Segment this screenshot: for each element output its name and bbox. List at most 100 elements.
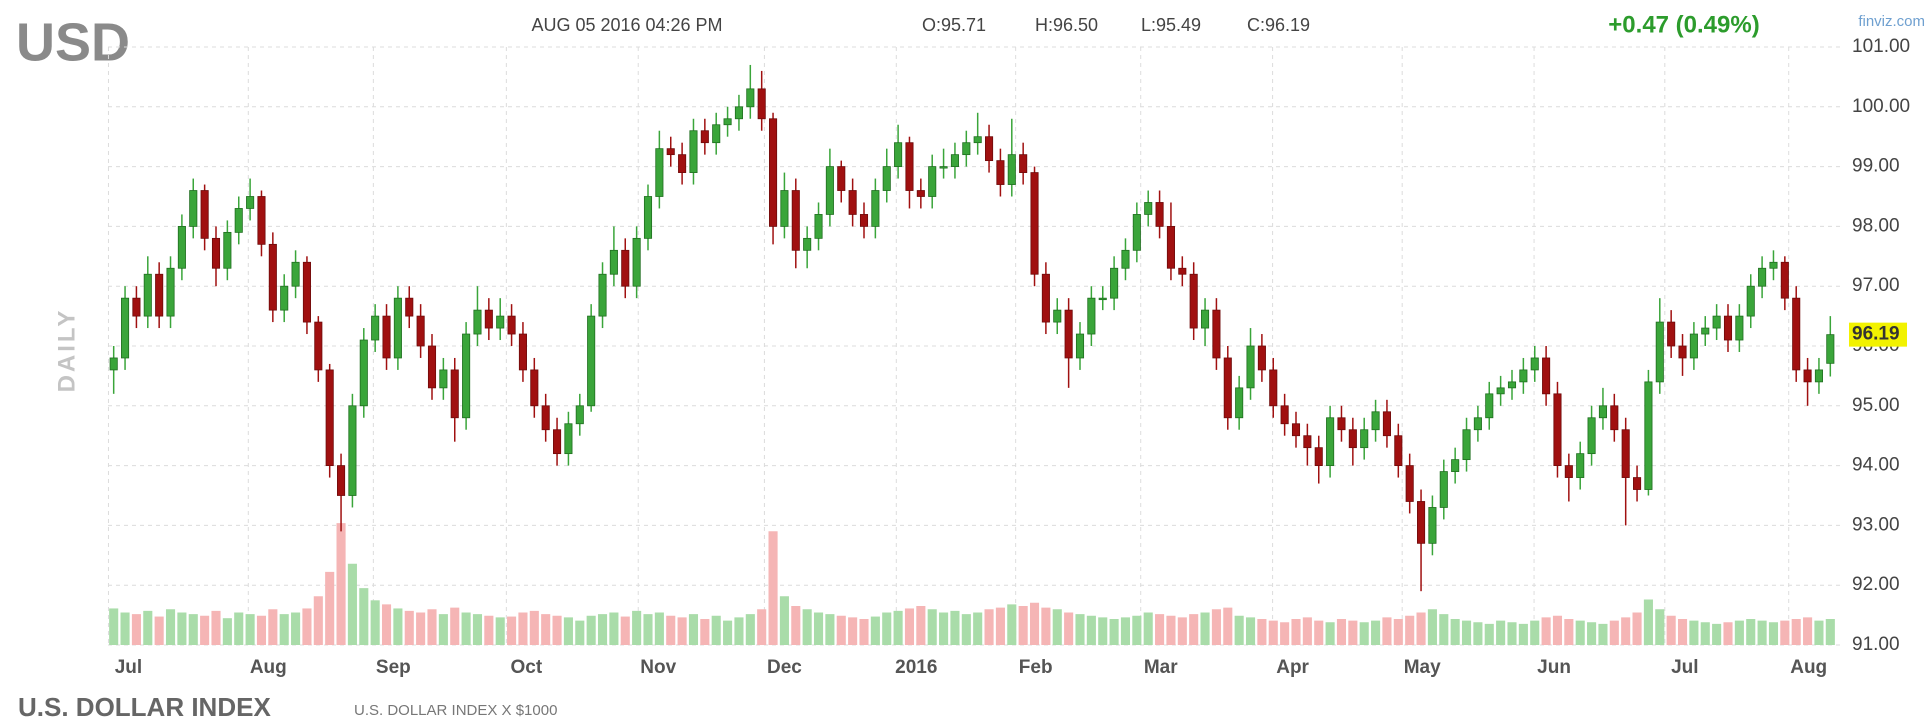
volume-bar (1371, 620, 1381, 645)
x-tick-label: Sep (376, 657, 411, 678)
candle-body (1814, 369, 1823, 383)
volume-bar (1530, 620, 1540, 645)
y-tick-label: 91.00 (1852, 634, 1900, 655)
candle-body (746, 88, 755, 108)
last-price-tag (1849, 322, 1907, 347)
candle-body (1155, 202, 1164, 227)
volume-bar (1552, 615, 1563, 645)
candle-body (1723, 315, 1733, 341)
volume-bar (1587, 622, 1597, 645)
volume-bar (1166, 615, 1176, 645)
x-tick-label: 2016 (895, 657, 937, 678)
candle-body (473, 309, 482, 335)
volume-bar (1405, 615, 1415, 645)
volume-bar (609, 612, 619, 645)
candle-body (985, 136, 994, 162)
candle-body (598, 273, 607, 317)
candle-body (280, 285, 289, 311)
candle-body (1667, 321, 1676, 347)
volume-bar (1007, 604, 1017, 645)
volume-bar (256, 615, 267, 645)
volume-bar (1200, 612, 1210, 645)
volume-bar (723, 620, 733, 645)
quote-open: O:95.71 (922, 15, 986, 35)
volume-bar (518, 612, 528, 645)
volume-bar (165, 609, 176, 645)
candle-body (700, 130, 709, 144)
candle-body (518, 333, 527, 371)
volume-bar (188, 614, 198, 645)
candle-body (1223, 357, 1232, 419)
candle-body (791, 190, 800, 251)
candle-body (484, 309, 493, 329)
volume-bar (1712, 623, 1722, 645)
volume-bar (734, 617, 744, 645)
volume-bar (529, 610, 539, 645)
candle-body (1428, 507, 1437, 544)
candle-body (1178, 267, 1187, 275)
candle-body (541, 405, 550, 431)
volume-bar (1348, 620, 1358, 645)
volume-bar (131, 614, 141, 645)
volume-bar (1109, 619, 1119, 645)
volume-bar (336, 523, 346, 645)
volume-bar (1598, 623, 1608, 645)
volume-bar (836, 615, 846, 645)
candle-body (1542, 357, 1551, 395)
candle-body (530, 369, 539, 407)
volume-bar (1484, 623, 1494, 645)
x-tick-label: May (1404, 657, 1441, 678)
volume-bar (1621, 617, 1631, 645)
y-tick-label: 92.00 (1852, 574, 1900, 595)
candle-body (803, 237, 812, 251)
candle-body (1053, 309, 1062, 323)
candle-body (575, 405, 584, 425)
volume-bar (1496, 620, 1506, 645)
volume-bar (450, 607, 460, 645)
candle-body (211, 237, 221, 269)
volume-bar (791, 606, 801, 645)
candle-body (1360, 429, 1369, 449)
volume-bar (1677, 619, 1688, 645)
candle-body (337, 465, 346, 496)
candle-body (257, 196, 266, 245)
candle-body (1041, 273, 1050, 323)
source[interactable]: finviz.com (1858, 13, 1925, 30)
volume-bar (1052, 609, 1062, 645)
y-tick-label: 94.00 (1852, 455, 1900, 476)
candle-body (894, 142, 903, 167)
chart-subtitle: U.S. DOLLAR INDEX X $1000 (354, 702, 557, 719)
volume-bar (688, 614, 699, 645)
volume (109, 523, 1835, 645)
volume-bar (700, 619, 710, 645)
volume-bar (757, 609, 767, 645)
candle-body (1689, 333, 1698, 359)
y-tick-label: 101.00 (1852, 36, 1910, 57)
x-tick-label: Oct (511, 657, 543, 678)
symbol: USD (16, 12, 130, 72)
volume-bar (1382, 617, 1392, 645)
candle-body (359, 339, 368, 407)
volume-bar (234, 612, 244, 645)
candle-body (1644, 381, 1653, 490)
volume-bar (393, 608, 403, 645)
candle-body (416, 315, 425, 347)
candle-body (143, 273, 152, 317)
quote-high: H:96.50 (1035, 15, 1098, 35)
candle-body (643, 196, 653, 239)
x-tick-label: Aug (1790, 657, 1827, 678)
candle-body (1326, 417, 1335, 467)
candle-body (1792, 297, 1801, 371)
volume-bar (859, 619, 869, 645)
volume-bar (882, 612, 892, 645)
volume-bar (666, 615, 676, 645)
candle-body (1769, 261, 1778, 269)
volume-bar (1825, 619, 1835, 645)
volume-bar (1223, 607, 1233, 645)
candle-body (439, 369, 448, 389)
volume-bar (291, 612, 301, 645)
x-tick-label: Jun (1537, 657, 1571, 678)
candle-body (859, 214, 869, 227)
volume-bar (643, 614, 653, 645)
